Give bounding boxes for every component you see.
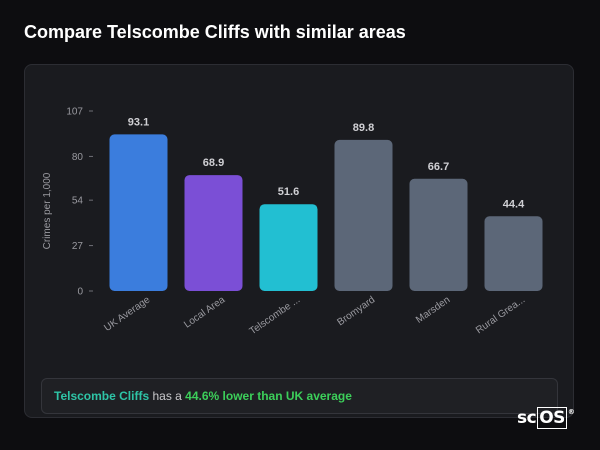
bar[interactable]: [259, 204, 318, 291]
bar[interactable]: [334, 139, 393, 291]
scos-logo: sc OS ®: [517, 407, 575, 429]
y-tick-label: 107: [66, 107, 83, 118]
y-tick-label: 80: [72, 152, 84, 163]
bar[interactable]: [184, 175, 243, 291]
bar-value-label: 51.6: [278, 186, 299, 198]
y-tick-label: 54: [72, 196, 84, 207]
summary-area-name[interactable]: Telscombe Cliffs: [54, 389, 150, 403]
bar-value-label: 44.4: [503, 198, 525, 210]
category-label: UK Average: [102, 294, 152, 334]
y-tick-label: 0: [77, 287, 83, 298]
crime-bar-chart: Crimes per 1,000 0 27 54 80 107 93.1 UK Average…: [42, 107, 543, 337]
category-label: Bromyard: [335, 294, 377, 328]
bar[interactable]: [484, 216, 543, 291]
bar-value-label: 93.1: [128, 116, 149, 128]
y-tick-label: 27: [72, 241, 84, 252]
category-label: Rural Grea...: [474, 294, 527, 336]
page-title: Compare Telscombe Cliffs with similar ar…: [24, 22, 406, 42]
bar-value-label: 89.8: [353, 122, 374, 134]
category-label: Local Area: [182, 294, 227, 330]
summary-connector: has a: [149, 389, 186, 403]
y-axis-label: Crimes per 1,000: [42, 172, 53, 249]
bar-value-label: 66.7: [428, 161, 449, 173]
category-label: Marsden: [414, 294, 452, 325]
bar-value-label: 68.9: [203, 157, 224, 169]
bar[interactable]: [109, 134, 168, 291]
comparison-summary: Telscombe Cliffs has a 44.6% lower than …: [41, 378, 558, 414]
bar[interactable]: [409, 178, 468, 291]
category-label: Telscombe ...: [248, 294, 303, 337]
comparison-card: Crimes per 1,000 0 27 54 80 107 93.1 UK Average…: [24, 64, 574, 418]
summary-difference: 44.6% lower than UK average: [185, 389, 352, 403]
